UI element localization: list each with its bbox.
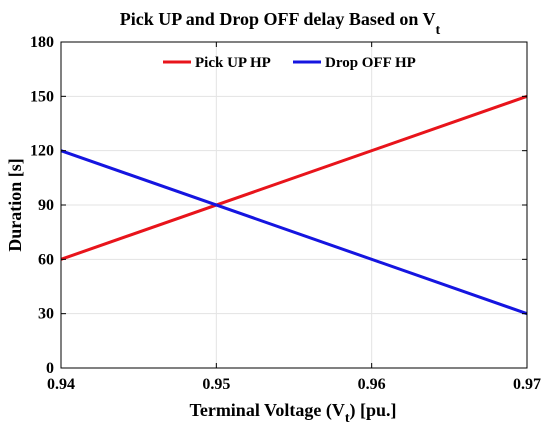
y-tick-label: 150 (30, 88, 54, 105)
y-tick-label: 30 (38, 306, 54, 323)
y-tick-label: 180 (30, 34, 54, 51)
legend-label-2: Drop OFF HP (325, 55, 416, 71)
y-tick-label: 60 (38, 251, 54, 268)
series-line-1 (60, 94, 528, 261)
y-tick-label: 90 (38, 197, 54, 214)
y-tick-label: 0 (46, 360, 54, 377)
chart-title: Pick UP and Drop OFF delay Based on Vt (120, 9, 441, 38)
x-tick-label: 0.96 (358, 376, 386, 393)
x-tick-label: 0.97 (513, 376, 541, 393)
x-axis-label: Terminal Voltage (Vt) [pu.] (189, 400, 396, 426)
legend: Pick UP HP Drop OFF HP (163, 55, 416, 71)
x-tick-label: 0.94 (47, 376, 75, 393)
tick-layer: 0.94 0.95 0.96 0.97 0 30 60 90 120 150 180 (30, 34, 541, 393)
series-line-2 (60, 149, 528, 316)
legend-label-1: Pick UP HP (195, 55, 271, 71)
grid-layer (60, 41, 528, 369)
x-tick-label: 0.95 (202, 376, 230, 393)
y-axis-label: Duration [s] (5, 158, 25, 252)
series-layer (60, 94, 528, 316)
y-tick-label: 120 (30, 143, 54, 160)
